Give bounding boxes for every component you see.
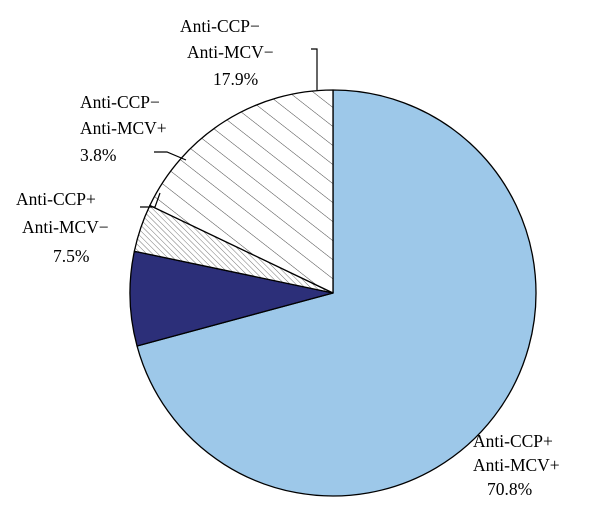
label-line: Anti-MCV− (22, 217, 109, 237)
label-line: Anti-CCP− (80, 92, 160, 112)
leader-line-ccp-neg-mcv-neg (311, 48, 318, 90)
percent-label: 3.8% (80, 145, 116, 165)
slice-label-ccp-neg-mcv-neg: Anti-CCP− Anti-MCV− 17.9% (180, 16, 278, 89)
slice-ccp-neg-mcv-neg (149, 89, 334, 294)
percent-label: 7.5% (53, 246, 89, 266)
percent-label: 70.8% (487, 479, 532, 499)
slice-ccp-pos-mcv-neg (129, 250, 334, 347)
slice-ccp-pos-mcv-pos (136, 89, 537, 497)
leader-line-ccp-neg-mcv-pos (154, 151, 187, 161)
leader-line-ccp-pos-mcv-neg (140, 192, 161, 208)
slice-label-ccp-pos-mcv-neg: Anti-CCP+ Anti-MCV− 7.5% (16, 189, 113, 266)
slice-label-ccp-pos-mcv-pos: Anti-CCP+ Anti-MCV+ 70.8% (473, 431, 564, 499)
pie-slices (129, 89, 537, 497)
label-line: Anti-CCP+ (16, 189, 96, 209)
label-line: Anti-CCP− (180, 16, 260, 36)
label-line: Anti-CCP+ (473, 431, 553, 451)
leader-lines (140, 48, 318, 208)
label-line: Anti-MCV+ (473, 455, 560, 475)
label-line: Anti-MCV+ (80, 118, 167, 138)
label-line: Anti-MCV− (187, 42, 274, 62)
slice-label-ccp-neg-mcv-pos: Anti-CCP− Anti-MCV+ 3.8% (80, 92, 171, 165)
percent-label: 17.9% (213, 69, 258, 89)
